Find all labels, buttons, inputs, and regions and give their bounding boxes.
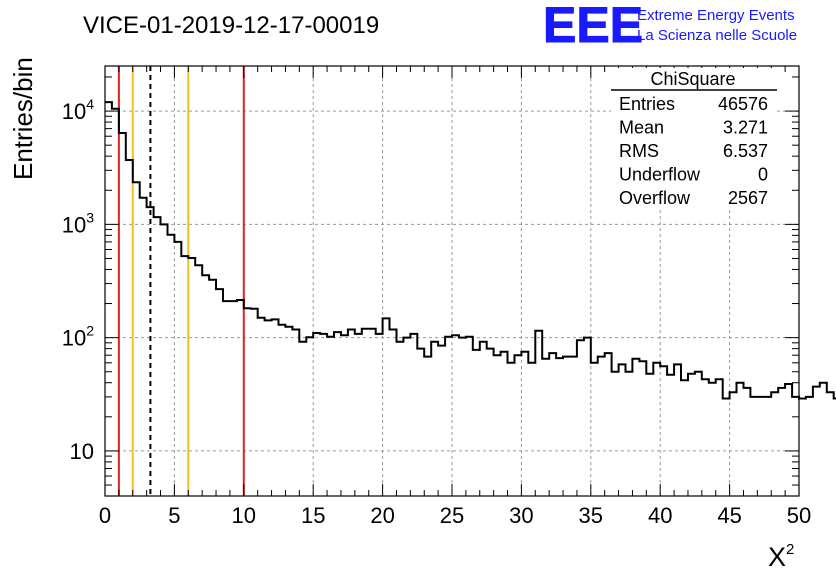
histogram	[105, 101, 836, 400]
histogram-steps	[105, 101, 836, 400]
y-tick-label-exponent: 3	[86, 209, 94, 225]
stats-box-title: ChiSquare	[650, 69, 735, 89]
y-tick-label: 104	[62, 96, 94, 124]
y-tick-label: 10	[70, 439, 94, 464]
x-tick-label: 40	[648, 503, 672, 528]
x-axis-label-base: X	[768, 542, 786, 572]
stats-row-label: Overflow	[619, 188, 691, 208]
eee-logo: EEE Extreme Energy Events La Scienza nel…	[543, 0, 798, 54]
stats-rows: Entries 46576 Mean 3.271 RMS 6.537 Underflow 0 O…	[619, 94, 768, 208]
x-tick-label: 20	[370, 503, 394, 528]
x-tick-label: 0	[99, 503, 111, 528]
stats-row-label: RMS	[619, 141, 659, 161]
axes	[104, 65, 800, 497]
stats-row-label: Entries	[619, 94, 675, 114]
logo-line-2: La Scienza nelle Scuole	[637, 27, 797, 44]
y-tick-label: 103	[62, 209, 94, 237]
stats-row-value: 46576	[718, 94, 768, 114]
y-tick-label: 102	[62, 323, 94, 351]
stats-box-background	[611, 68, 777, 209]
logo-line-1: Extreme Energy Events	[637, 7, 795, 24]
y-tick-label-base: 10	[62, 326, 86, 351]
stats-row-label: Mean	[619, 118, 664, 138]
x-tick-label: 45	[717, 503, 741, 528]
chart-title: VICE-01-2019-12-17-00019	[83, 12, 379, 39]
stats-row-label: Underflow	[619, 165, 701, 185]
reference-lines	[117, 66, 245, 496]
x-tick-label: 10	[232, 503, 256, 528]
y-tick-label-base: 10	[62, 212, 86, 237]
x-tick-label: 25	[440, 503, 464, 528]
stats-row-value: 2567	[728, 188, 768, 208]
y-tick-label-exponent: 4	[86, 96, 94, 112]
y-tick-label-base: 10	[62, 99, 86, 124]
x-tick-labels: 0 5 10 15 20 25 30 35 40 45 50	[99, 503, 811, 528]
x-tick-label: 30	[509, 503, 533, 528]
stats-row-value: 3.271	[723, 118, 768, 138]
x-axis-label-superscript: 2	[786, 541, 794, 558]
x-tick-label: 50	[787, 503, 811, 528]
stats-row-value: 0	[758, 165, 768, 185]
x-tick-label: 5	[168, 503, 180, 528]
x-tick-label: 15	[301, 503, 325, 528]
stats-box: ChiSquare Entries 46576 Mean 3.271 RMS 6.537 U…	[611, 68, 777, 209]
y-tick-label-exponent: 2	[86, 323, 94, 339]
y-tick-label-base: 10	[70, 439, 94, 464]
logo-eee-text: EEE	[543, 0, 643, 53]
x-tick-label: 35	[579, 503, 603, 528]
x-axis-label: X2	[768, 541, 794, 572]
y-axis-label: Entries/bin	[8, 57, 38, 180]
stats-row-value: 6.537	[723, 141, 768, 161]
